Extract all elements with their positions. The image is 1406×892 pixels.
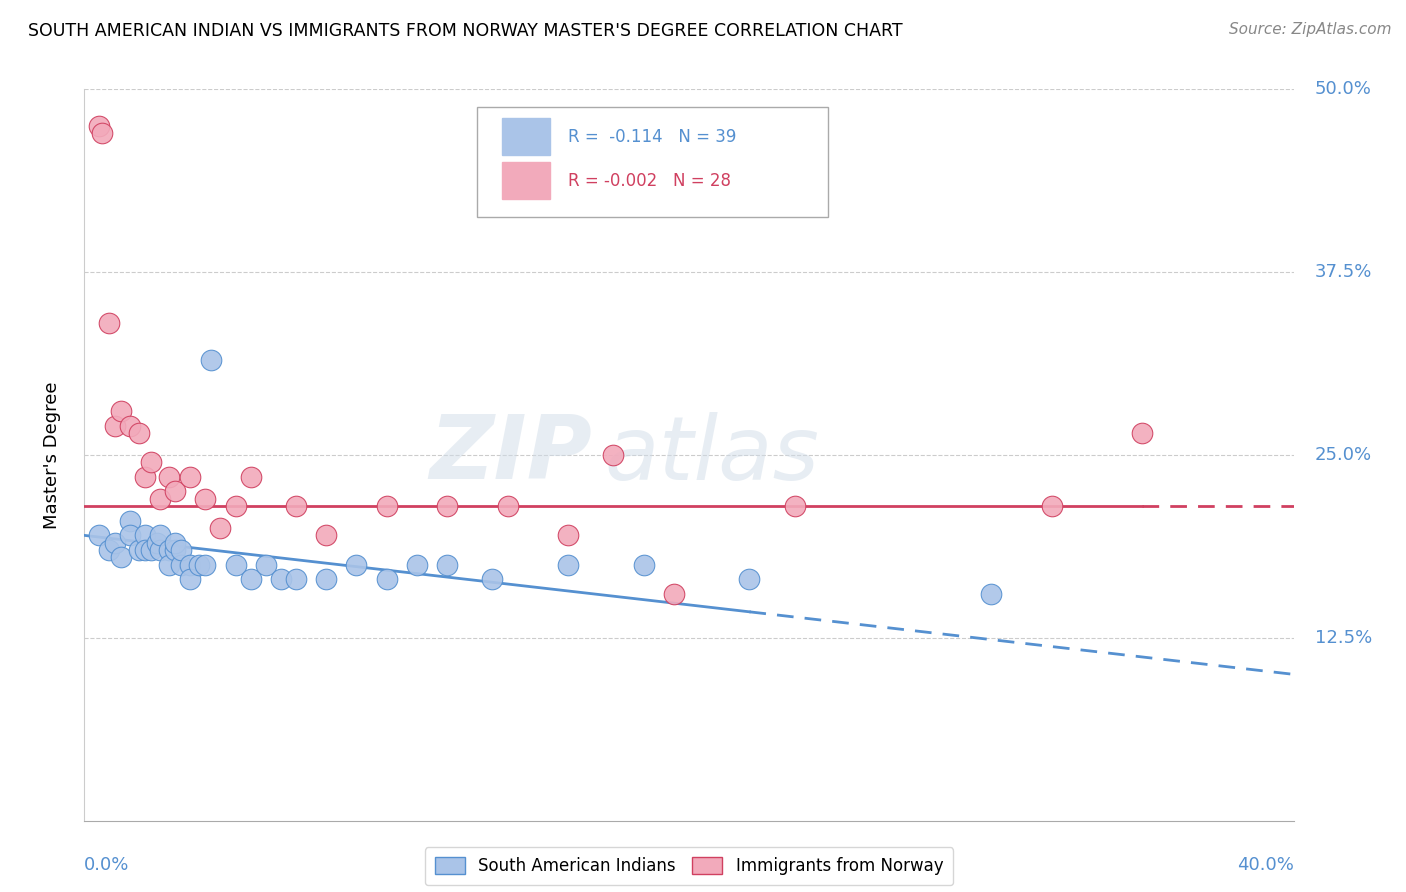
Point	[481, 572, 503, 586]
Point	[980, 587, 1002, 601]
Point	[284, 499, 308, 513]
Point	[139, 543, 162, 558]
Point	[209, 521, 232, 535]
Point	[270, 572, 292, 586]
Point	[194, 491, 217, 506]
Point	[149, 491, 172, 506]
Point	[118, 528, 141, 542]
Point	[157, 543, 180, 558]
Point	[97, 316, 120, 330]
Point	[375, 499, 398, 513]
Point	[128, 425, 150, 440]
Point	[179, 572, 201, 586]
Point	[225, 558, 247, 572]
Point	[496, 499, 519, 513]
Text: 12.5%: 12.5%	[1315, 629, 1372, 647]
Point	[225, 499, 247, 513]
Point	[170, 558, 193, 572]
Text: R =  -0.114   N = 39: R = -0.114 N = 39	[568, 128, 737, 145]
Point	[1040, 499, 1063, 513]
Point	[1130, 425, 1153, 440]
Point	[738, 572, 761, 586]
Point	[118, 514, 141, 528]
Point	[662, 587, 685, 601]
Point	[284, 572, 308, 586]
Point	[118, 418, 141, 433]
Bar	[502, 119, 550, 155]
Point	[91, 126, 114, 140]
Text: Source: ZipAtlas.com: Source: ZipAtlas.com	[1229, 22, 1392, 37]
Point	[139, 455, 162, 469]
Point	[602, 448, 624, 462]
Point	[110, 550, 132, 565]
Point	[104, 418, 127, 433]
Point	[134, 528, 156, 542]
Point	[200, 352, 222, 367]
Text: 37.5%: 37.5%	[1315, 263, 1372, 281]
FancyBboxPatch shape	[478, 108, 828, 218]
Point	[163, 484, 186, 499]
Bar	[502, 162, 550, 199]
Text: 50.0%: 50.0%	[1315, 80, 1371, 98]
Text: ZIP: ZIP	[429, 411, 592, 499]
Point	[406, 558, 429, 572]
Point	[239, 470, 262, 484]
Point	[188, 558, 211, 572]
Point	[157, 558, 180, 572]
Point	[157, 470, 180, 484]
Point	[557, 558, 579, 572]
Point	[179, 470, 201, 484]
Text: atlas: atlas	[605, 412, 820, 498]
Point	[633, 558, 655, 572]
Point	[436, 499, 458, 513]
Point	[315, 528, 337, 542]
Point	[146, 535, 169, 549]
Point	[346, 558, 368, 572]
Legend: South American Indians, Immigrants from Norway: South American Indians, Immigrants from …	[425, 847, 953, 886]
Point	[436, 558, 458, 572]
Point	[97, 543, 120, 558]
Point	[149, 543, 172, 558]
Point	[194, 558, 217, 572]
Point	[163, 543, 186, 558]
Point	[170, 543, 193, 558]
Point	[128, 543, 150, 558]
Point	[110, 404, 132, 418]
Text: SOUTH AMERICAN INDIAN VS IMMIGRANTS FROM NORWAY MASTER'S DEGREE CORRELATION CHAR: SOUTH AMERICAN INDIAN VS IMMIGRANTS FROM…	[28, 22, 903, 40]
Point	[239, 572, 262, 586]
Point	[315, 572, 337, 586]
Point	[163, 535, 186, 549]
Point	[134, 470, 156, 484]
Text: R = -0.002   N = 28: R = -0.002 N = 28	[568, 171, 731, 190]
Text: 25.0%: 25.0%	[1315, 446, 1372, 464]
Point	[149, 528, 172, 542]
Point	[179, 558, 201, 572]
Text: 0.0%: 0.0%	[84, 855, 129, 873]
Point	[783, 499, 806, 513]
Point	[89, 528, 111, 542]
Point	[254, 558, 277, 572]
Point	[375, 572, 398, 586]
Point	[134, 543, 156, 558]
Y-axis label: Master's Degree: Master's Degree	[42, 381, 60, 529]
Point	[89, 119, 111, 133]
Text: 40.0%: 40.0%	[1237, 855, 1294, 873]
Point	[104, 535, 127, 549]
Point	[557, 528, 579, 542]
